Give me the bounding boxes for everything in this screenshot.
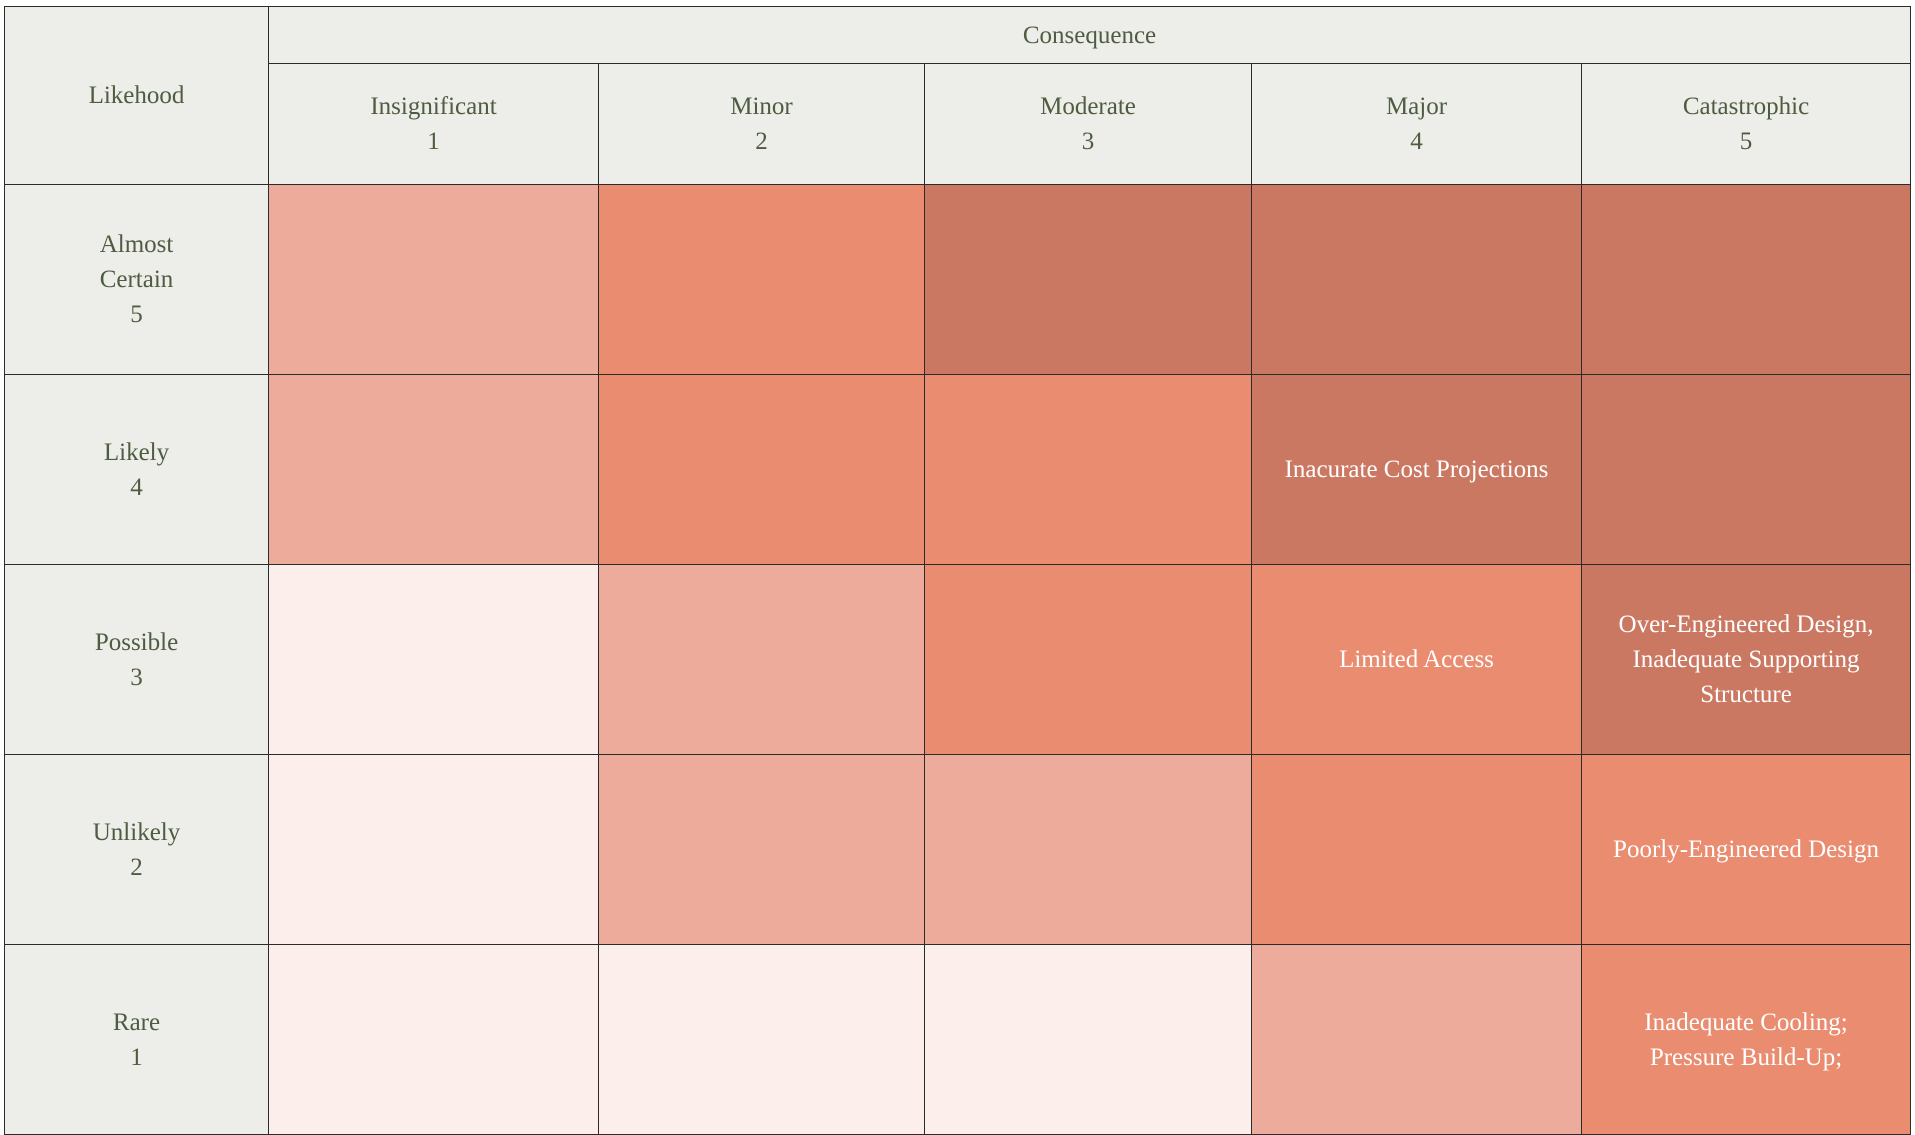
likelihood-row-header: Unlikely 2 — [4, 754, 269, 945]
consequence-col-major: Major 4 — [1251, 63, 1582, 185]
risk-item-text: Inadequate Supporting — [1632, 646, 1860, 673]
likelihood-score: 4 — [130, 473, 143, 501]
risk-cell — [268, 944, 599, 1135]
likelihood-score: 3 — [130, 663, 143, 691]
likelihood-label-line: Rare — [112, 1008, 161, 1036]
risk-cell — [268, 754, 599, 945]
risk-cell: Limited Access — [1251, 564, 1582, 755]
risk-matrix-table: Likehood Consequence Insignificant 1 Min… — [4, 6, 1912, 1135]
likelihood-row-header: Almost Certain 5 — [4, 184, 269, 375]
risk-cell — [598, 564, 925, 755]
likelihood-score: 1 — [130, 1043, 143, 1071]
consequence-header: Consequence — [267, 6, 1912, 64]
consequence-col-moderate: Moderate 3 — [924, 63, 1252, 185]
likelihood-label-line: Possible — [94, 628, 179, 656]
consequence-col-minor: Minor 2 — [598, 63, 925, 185]
likelihood-label-line: Almost — [99, 231, 174, 258]
risk-cell — [924, 184, 1252, 375]
likelihood-score: 2 — [130, 853, 143, 881]
risk-cell: Inadequate Cooling; Pressure Build-Up; — [1580, 944, 1912, 1135]
consequence-col-catastrophic: Catastrophic 5 — [1580, 63, 1912, 185]
risk-cell — [1251, 754, 1582, 945]
consequence-col-score: 4 — [1410, 128, 1423, 155]
risk-item-text: Structure — [1700, 681, 1792, 708]
risk-cell — [268, 374, 599, 565]
likelihood-score: 5 — [130, 301, 143, 328]
risk-item-text: Limited Access — [1339, 646, 1494, 673]
consequence-header-row: Likehood Consequence — [4, 6, 1912, 185]
likelihood-row: Possible 3 Limited Access Over-Engineered D… — [4, 564, 1912, 755]
risk-cell — [1251, 184, 1582, 375]
likelihood-row: Rare 1 Inadequate Cooling; Pressure Build-U… — [4, 944, 1912, 1135]
consequence-col-label: Moderate — [1040, 93, 1136, 120]
likelihood-row: Almost Certain 5 — [4, 184, 1912, 375]
risk-cell — [924, 374, 1252, 565]
risk-cell: Over-Engineered Design, Inadequate Suppor… — [1580, 564, 1912, 755]
risk-cell — [924, 754, 1252, 945]
risk-cell — [1251, 944, 1582, 1135]
risk-cell — [924, 564, 1252, 755]
consequence-col-score: 2 — [755, 128, 768, 155]
risk-cell — [1580, 374, 1912, 565]
risk-matrix-body: Likehood Consequence Insignificant 1 Min… — [4, 6, 1912, 1135]
risk-cell — [598, 374, 925, 565]
consequence-col-label: Minor — [730, 93, 793, 120]
risk-cell — [924, 944, 1252, 1135]
likelihood-row: Unlikely 2 Poorly-Engineered Design — [4, 754, 1912, 945]
risk-item-text: Inacurate Cost Projections — [1284, 456, 1549, 483]
consequence-col-score: 5 — [1739, 128, 1753, 155]
risk-cell — [598, 944, 925, 1135]
risk-cell: Poorly-Engineered Design — [1580, 754, 1912, 945]
consequence-col-score: 1 — [427, 128, 440, 155]
likelihood-row-header: Rare 1 — [4, 944, 269, 1135]
risk-cell — [268, 564, 599, 755]
consequence-col-label: Insignificant — [370, 93, 497, 120]
likelihood-row: Likely 4 Inacurate Cost Projections — [4, 374, 1912, 565]
risk-cell — [268, 184, 599, 375]
consequence-col-score: 3 — [1081, 128, 1095, 155]
consequence-col-insignificant: Insignificant 1 — [268, 63, 599, 185]
likelihood-label-line: Unlikely — [92, 818, 181, 846]
likelihood-label-line: Likely — [103, 438, 170, 466]
risk-item-text: Over-Engineered Design, — [1618, 611, 1874, 638]
risk-item-text: Inadequate Cooling; — [1644, 1008, 1848, 1036]
likelihood-label-line: Certain — [99, 266, 174, 293]
risk-cell — [598, 184, 925, 375]
consequence-levels-row: Insignificant 1 Minor 2 Moderate 3 Major… — [5, 63, 1912, 185]
consequence-col-label: Major — [1385, 93, 1448, 120]
risk-cell — [598, 754, 925, 945]
risk-item-text: Poorly-Engineered Design — [1613, 836, 1879, 863]
likelihood-row-header: Likely 4 — [4, 374, 269, 565]
risk-cell: Inacurate Cost Projections — [1251, 374, 1582, 565]
likelihood-header: Likehood — [4, 6, 269, 185]
risk-cell — [1580, 184, 1912, 375]
likelihood-row-header: Possible 3 — [4, 564, 269, 755]
consequence-col-label: Catastrophic — [1682, 93, 1810, 120]
risk-item-text: Pressure Build-Up; — [1649, 1043, 1843, 1071]
